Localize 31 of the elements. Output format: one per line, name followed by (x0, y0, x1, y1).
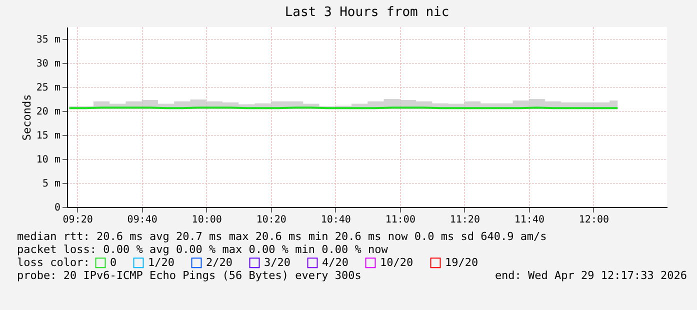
legend-label: 2/20 (206, 256, 232, 269)
legend-label: 3/20 (264, 256, 290, 269)
y-tick-label: 30 m (36, 58, 60, 70)
x-tick-label: 11:00 (385, 214, 416, 226)
text: packet loss: 0.00 % avg 0.00 % max 0.00 % min 0.00 % now (17, 243, 388, 256)
x-tick-label: 11:20 (450, 214, 480, 226)
legend-label: 1/20 (148, 256, 174, 269)
chart-title: Last 3 Hours from nic (284, 5, 450, 20)
text: end: Wed Apr 29 12:17:33 2026 (494, 269, 687, 282)
y-tick-label: 25 m (36, 82, 60, 94)
x-tick-label: 09:40 (127, 214, 158, 226)
legend-label: 0 (110, 256, 117, 269)
x-tick-label: 10:20 (256, 214, 286, 226)
text: probe: 20 IPv6-ICMP Echo Pings (56 Bytes) every 300s (17, 269, 362, 282)
y-tick-label: 35 m (36, 34, 60, 46)
y-tick-label: 5 m (42, 178, 60, 190)
text: median rtt: 20.6 ms avg 20.7 ms max 20.6 ms min 20.6 ms now 0.0 ms sd 640.9 am/s (17, 230, 547, 243)
x-tick-label: 12:00 (578, 214, 610, 226)
y-axis-title: Seconds (20, 94, 34, 141)
x-tick-label: 10:40 (320, 214, 351, 226)
x-tick-label: 10:00 (192, 214, 222, 226)
x-tick-label: 09:20 (62, 214, 93, 226)
legend-label: 19/20 (445, 256, 478, 269)
y-tick-label: 20 m (36, 106, 60, 118)
y-tick-label: 10 m (36, 154, 60, 166)
x-tick-label: 11:40 (514, 214, 544, 226)
legend-label: 10/20 (380, 256, 414, 269)
y-tick-label: 0 (54, 202, 60, 214)
y-tick-label: 15 m (36, 130, 60, 142)
legend-label: 4/20 (322, 256, 348, 269)
legend-title: loss color: (17, 256, 90, 269)
